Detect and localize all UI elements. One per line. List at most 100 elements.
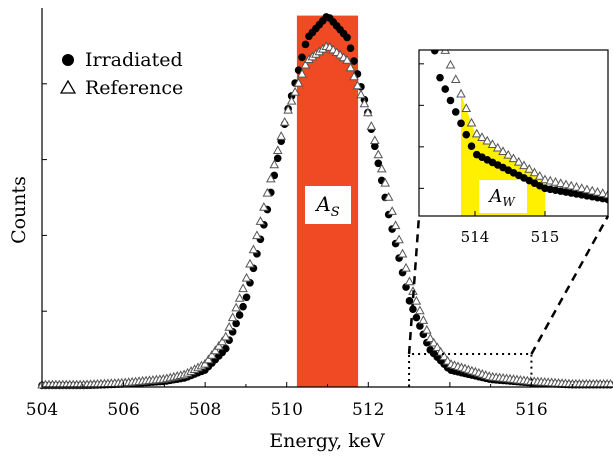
inset-reference-point	[550, 177, 561, 186]
inset-reference-point	[482, 135, 493, 145]
inset-reference-point	[471, 128, 482, 138]
inset-irradiated-point	[441, 85, 450, 93]
irradiated-point	[405, 297, 414, 305]
reference-point	[245, 258, 255, 268]
a-w-label-box	[479, 180, 527, 213]
legend-marker-irradiated	[62, 54, 74, 66]
reference-point	[227, 312, 238, 322]
inset-irradiated-point	[467, 142, 476, 150]
irradiated-point	[221, 344, 230, 353]
inset-irradiated-point	[457, 119, 465, 128]
reference-point	[300, 59, 311, 69]
irradiated-point	[346, 44, 355, 52]
reference-point	[363, 107, 373, 117]
reference-point	[397, 248, 408, 258]
inset-reference-point	[487, 139, 498, 149]
irradiated-point	[273, 154, 282, 163]
reference-point	[213, 340, 224, 350]
reference-point	[383, 191, 394, 201]
reference-point	[380, 177, 391, 187]
irradiated-point	[301, 40, 310, 49]
inset-reference-point	[529, 167, 540, 177]
inset-irradiated-point	[446, 96, 455, 105]
inset-reference-point	[450, 74, 461, 83]
reference-point	[241, 272, 252, 282]
reference-point	[373, 149, 384, 159]
reference-point	[421, 324, 432, 334]
irradiated-point	[239, 302, 247, 311]
reference-point	[293, 77, 304, 87]
x-tick-label: 508	[189, 400, 221, 420]
inset-irradiated-point	[430, 50, 439, 55]
irradiated-point	[242, 293, 251, 302]
zoom-connector-left	[407, 215, 421, 355]
x-tick-label: 516	[515, 400, 547, 420]
reference-point	[290, 86, 300, 96]
irradiated-point	[343, 33, 351, 42]
reference-point	[345, 62, 356, 72]
inset-irradiated-point	[462, 130, 471, 139]
reference-point	[376, 163, 387, 173]
irradiated-point	[350, 57, 358, 65]
x-tick-label: 506	[107, 400, 139, 420]
inset-reference-point	[534, 170, 545, 180]
reference-point	[276, 131, 287, 140]
reference-point	[234, 292, 245, 302]
reference-point	[269, 159, 280, 169]
inset-reference-point	[603, 189, 608, 199]
inset-reference-point	[555, 178, 566, 188]
inset-reference-point	[440, 50, 451, 54]
inset-reference-point	[561, 179, 571, 189]
legend-label: Irradiated	[85, 49, 183, 71]
inset-x-tick-label: 515	[531, 228, 560, 246]
reference-point	[369, 135, 380, 145]
reference-point	[265, 173, 276, 183]
a-s-label-subscript: S	[331, 205, 340, 220]
inset-reference-point	[592, 186, 603, 196]
reference-point	[279, 116, 290, 126]
y-axis-label: Counts	[8, 176, 30, 244]
inset-reference-point	[540, 174, 550, 184]
a-w-label-subscript: W	[502, 195, 516, 209]
reference-point	[283, 104, 293, 114]
inset-irradiated-point	[426, 20, 434, 28]
reference-point	[252, 230, 262, 240]
irradiated-point	[371, 142, 379, 151]
reference-point	[359, 98, 370, 108]
reference-point	[401, 262, 411, 272]
reference-point	[394, 234, 404, 244]
reference-point	[207, 349, 217, 359]
inset-reference-point	[519, 160, 529, 170]
inset-reference-point	[498, 146, 508, 156]
inset-reference-point	[466, 117, 477, 127]
reference-point	[231, 302, 241, 312]
legend: Irradiated Reference	[59, 49, 183, 99]
inset-reference-point	[524, 163, 535, 173]
inset-reference-point	[431, 1, 439, 8]
inset-reference-point	[513, 156, 524, 166]
legend-label: Reference	[85, 77, 183, 99]
a-s-label-box	[305, 186, 351, 224]
reference-point	[220, 331, 231, 341]
inset-reference-point	[456, 88, 466, 98]
reference-point	[390, 220, 401, 230]
inset-reference-point	[436, 32, 444, 39]
x-tick-label: 504	[26, 400, 58, 420]
inset-irradiated-point	[436, 73, 444, 82]
x-tick-label: 510	[270, 400, 302, 420]
x-tick-label: 514	[434, 400, 466, 420]
inset-reference-point	[597, 188, 608, 197]
inset-reference-point	[582, 184, 592, 194]
irradiated-point	[298, 53, 306, 62]
reference-point	[349, 71, 359, 81]
irradiated-point	[374, 159, 383, 168]
inset-reference-point	[545, 175, 556, 185]
reference-point	[262, 187, 273, 197]
reference-point	[224, 321, 235, 331]
reference-point	[366, 121, 377, 130]
reference-point	[425, 333, 436, 343]
inset-reference-point	[492, 142, 503, 152]
irradiated-point	[416, 322, 424, 330]
